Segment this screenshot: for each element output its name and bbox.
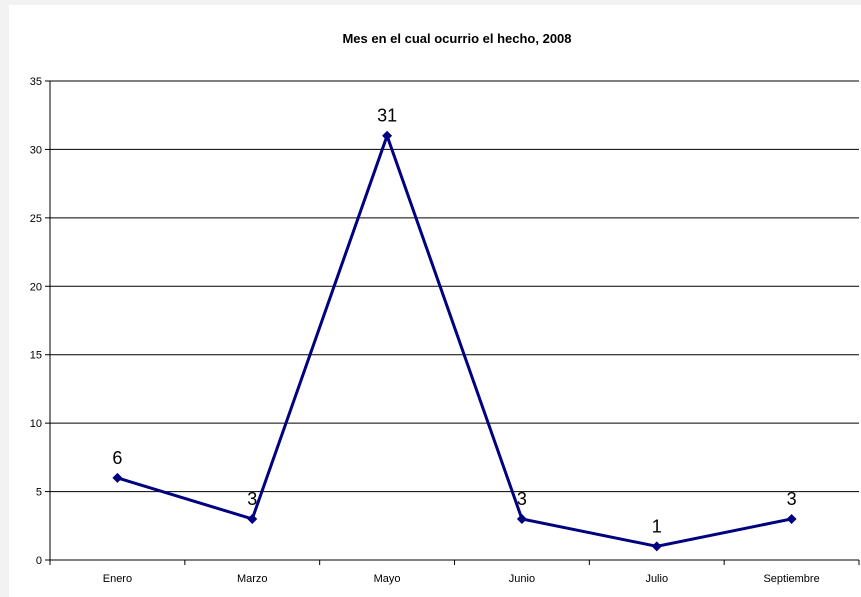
data-label: 3 [517,489,527,509]
y-tick-label: 5 [36,487,42,499]
y-tick-label: 20 [30,281,42,293]
series-line [116,131,792,548]
x-tick-label: Marzo [237,573,268,585]
series [112,130,797,552]
y-tick-labels: 0 5 10 15 20 25 30 35 [30,76,42,567]
data-label: 31 [377,106,397,126]
x-tick-labels: Enero Marzo Mayo Junio Julio Septiembre [103,573,820,585]
data-label: 3 [787,489,797,509]
chart-title: Mes en el cual ocurrio el hecho, 2008 [342,31,571,46]
x-tick-label: Junio [509,573,535,585]
x-tick-label: Enero [103,573,132,585]
x-tick-label: Mayo [374,573,401,585]
y-tick-label: 35 [30,76,42,88]
data-point [651,541,662,552]
data-point [382,130,393,141]
x-tick-label: Septiembre [763,573,819,585]
data-point [247,513,258,524]
gridlines [50,80,859,493]
y-tick-label: 10 [30,418,42,430]
data-label: 3 [247,489,257,509]
y-tick-label: 25 [30,213,42,225]
data-label: 1 [652,516,662,536]
axes [45,80,860,565]
data-point [516,513,527,524]
data-point [112,472,123,483]
y-tick-label: 30 [30,144,42,156]
data-point [786,513,797,524]
y-tick-label: 15 [30,350,42,362]
x-tick-label: Julio [645,573,668,585]
data-label: 6 [112,448,122,468]
chart-area [9,5,861,597]
y-tick-label: 0 [36,555,42,567]
